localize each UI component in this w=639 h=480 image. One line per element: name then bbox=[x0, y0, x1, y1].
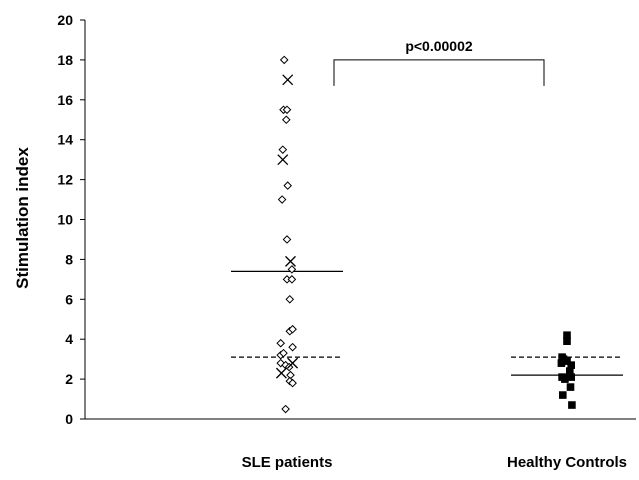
y-tick-label: 2 bbox=[65, 371, 73, 387]
sle-diamond-point bbox=[277, 195, 287, 204]
y-tick-label: 12 bbox=[57, 172, 73, 188]
sle-diamond-point bbox=[287, 265, 297, 274]
sle-diamond-point bbox=[279, 348, 288, 358]
y-tick-label: 0 bbox=[65, 411, 73, 427]
control-square-point bbox=[559, 391, 567, 399]
y-tick-label: 6 bbox=[65, 291, 73, 307]
significance-bracket bbox=[333, 59, 545, 86]
sle-x-point bbox=[287, 357, 299, 369]
sle-diamond-point bbox=[276, 338, 286, 348]
sle-diamond-point bbox=[282, 105, 292, 115]
x-category-label: SLE patients bbox=[242, 454, 333, 471]
sle-diamond-point bbox=[278, 145, 288, 154]
y-ticks: 0 2 4 6 8 10 12 14 16 18 20 bbox=[57, 12, 85, 427]
sle-x-point bbox=[285, 255, 296, 267]
y-axis-title: Stimulation index bbox=[13, 147, 32, 289]
control-square-point bbox=[566, 383, 575, 391]
y-tick-label: 20 bbox=[57, 12, 73, 28]
sle-x-point bbox=[282, 74, 294, 86]
control-square-point bbox=[563, 357, 571, 365]
control-square-point bbox=[563, 331, 571, 340]
control-square-point bbox=[561, 375, 569, 383]
sle-diamond-point bbox=[281, 115, 291, 125]
data-points bbox=[275, 55, 576, 414]
sle-x-point bbox=[277, 154, 289, 166]
y-tick-label: 14 bbox=[57, 132, 73, 148]
p-value-label: p<0.00002 bbox=[405, 38, 473, 54]
y-tick-label: 18 bbox=[57, 52, 73, 68]
sle-diamond-point bbox=[288, 378, 297, 388]
sle-diamond-point bbox=[282, 235, 292, 244]
control-square-point bbox=[566, 367, 574, 375]
control-square-point bbox=[567, 361, 575, 369]
sle-diamond-point bbox=[285, 294, 295, 304]
sle-x-point bbox=[275, 367, 287, 379]
sle-diamond-point bbox=[288, 342, 297, 352]
sle-diamond-point bbox=[281, 404, 290, 414]
control-square-point bbox=[557, 359, 566, 367]
y-tick-label: 16 bbox=[57, 92, 73, 108]
axes bbox=[84, 20, 636, 420]
x-category-label: Healthy Controls bbox=[507, 454, 627, 471]
sle-diamond-point bbox=[279, 55, 289, 65]
y-tick-label: 8 bbox=[65, 251, 73, 267]
significance-annotation: p<0.00002 bbox=[333, 38, 545, 86]
sle-diamond-point bbox=[287, 275, 297, 284]
y-tick-label: 10 bbox=[57, 212, 73, 228]
control-square-point bbox=[568, 401, 576, 409]
y-tick-label: 4 bbox=[65, 331, 73, 347]
category-labels: SLE patients Healthy Controls bbox=[242, 454, 627, 471]
control-square-point bbox=[563, 337, 571, 345]
sle-diamond-point bbox=[288, 324, 297, 334]
control-square-point bbox=[567, 373, 575, 381]
sle-diamond-point bbox=[283, 181, 293, 190]
